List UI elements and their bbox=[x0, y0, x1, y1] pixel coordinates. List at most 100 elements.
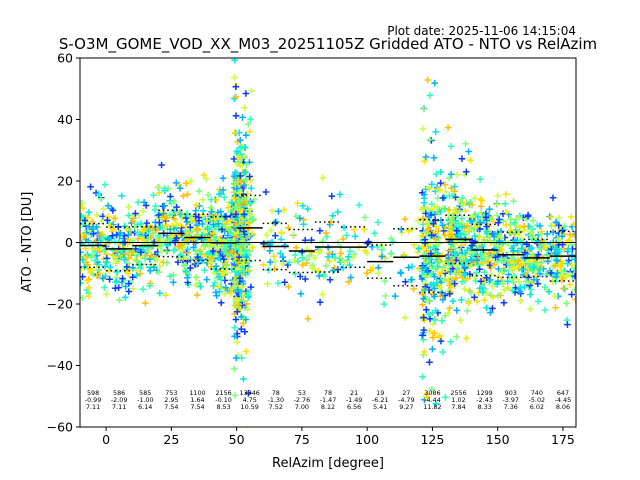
bin-count-label: 753 bbox=[165, 389, 177, 397]
scatter-point bbox=[326, 276, 334, 284]
scatter-point bbox=[553, 219, 560, 226]
scatter-point bbox=[85, 209, 93, 216]
bin-count-label: 19 bbox=[376, 389, 384, 397]
scatter-point bbox=[203, 217, 211, 225]
scatter-point bbox=[510, 197, 517, 205]
scatter-point bbox=[122, 283, 129, 290]
scatter-point bbox=[494, 273, 502, 280]
scatter-point bbox=[530, 235, 538, 242]
scatter-point bbox=[391, 292, 399, 300]
scatter-point bbox=[171, 246, 179, 253]
scatter-point bbox=[237, 178, 245, 186]
scatter-point bbox=[112, 260, 120, 267]
scatter-point bbox=[347, 274, 355, 281]
scatter-point bbox=[242, 175, 250, 183]
plot-date: Plot date: 2025-11-06 14:15:04 bbox=[387, 24, 576, 38]
y-tick-label: −40 bbox=[47, 358, 73, 373]
scatter-point bbox=[511, 219, 518, 227]
scatter-point bbox=[233, 338, 241, 346]
scatter-point bbox=[193, 250, 200, 258]
scatter-point bbox=[100, 275, 107, 283]
scatter-point bbox=[345, 278, 352, 285]
scatter-point bbox=[428, 137, 435, 144]
scatter-point bbox=[361, 247, 369, 254]
scatter-point bbox=[431, 79, 438, 87]
scatter-point bbox=[143, 219, 151, 227]
scatter-point bbox=[509, 287, 516, 294]
scatter-point bbox=[299, 261, 306, 269]
scatter-point bbox=[183, 210, 191, 217]
scatter-point bbox=[142, 299, 149, 307]
scatter-point bbox=[244, 306, 251, 313]
bin-mean-label: -1.47 bbox=[320, 396, 337, 404]
scatter-point bbox=[425, 310, 432, 318]
scatter-point bbox=[109, 221, 117, 228]
scatter-point bbox=[526, 231, 534, 239]
scatter-point bbox=[177, 211, 184, 218]
scatter-point bbox=[238, 143, 245, 151]
scatter-point bbox=[422, 273, 429, 280]
scatter-point bbox=[247, 115, 254, 123]
scatter-point bbox=[439, 264, 447, 271]
scatter-point bbox=[555, 248, 563, 255]
scatter-point bbox=[565, 237, 572, 245]
scatter-point bbox=[431, 244, 438, 251]
scatter-point bbox=[242, 168, 249, 176]
scatter-point bbox=[237, 232, 245, 239]
scatter-point bbox=[98, 233, 106, 241]
scatter-point bbox=[275, 208, 282, 215]
scatter-point bbox=[129, 273, 136, 281]
y-axis: −60 −40 −20 0 20 40 60 bbox=[47, 51, 80, 435]
scatter-point bbox=[104, 217, 111, 224]
scatter-point bbox=[231, 251, 239, 259]
scatter-point bbox=[161, 185, 168, 192]
scatter-point bbox=[156, 289, 164, 297]
scatter-point bbox=[457, 199, 465, 206]
scatter-point bbox=[516, 224, 524, 231]
scatter-point bbox=[111, 215, 119, 222]
scatter-point bbox=[437, 168, 444, 176]
scatter-point bbox=[570, 220, 576, 228]
scatter-point bbox=[181, 261, 188, 269]
scatter-point bbox=[231, 324, 238, 331]
scatter-point bbox=[300, 220, 307, 228]
scatter-point bbox=[346, 248, 354, 255]
bin-stats: 598-0.997.11586-2.097.11585-1.006.147532… bbox=[85, 389, 571, 411]
scatter-point bbox=[93, 252, 101, 260]
bin-count-label: 3086 bbox=[424, 389, 440, 397]
scatter-point bbox=[500, 299, 508, 307]
scatter-point bbox=[247, 283, 255, 291]
scatter-point bbox=[421, 157, 428, 165]
scatter-point bbox=[244, 291, 251, 299]
scatter-point bbox=[157, 243, 164, 250]
scatter-point bbox=[483, 290, 490, 297]
bin-count-label: 586 bbox=[113, 389, 125, 397]
scatter-point bbox=[239, 297, 247, 304]
scatter-point bbox=[193, 226, 201, 234]
scatter-point bbox=[426, 315, 434, 323]
scatter-point bbox=[306, 252, 313, 259]
scatter-point bbox=[95, 190, 103, 198]
scatter-point bbox=[212, 289, 220, 296]
scatter-point bbox=[231, 74, 238, 81]
scatter-point bbox=[351, 233, 359, 240]
scatter-point bbox=[461, 272, 469, 279]
scatter-point bbox=[418, 232, 426, 239]
scatter-point bbox=[489, 305, 496, 312]
scatter-point bbox=[424, 76, 431, 84]
scatter-point bbox=[200, 171, 208, 179]
scatter-point bbox=[328, 192, 336, 200]
scatter-point bbox=[266, 258, 274, 266]
scatter-point bbox=[242, 348, 250, 355]
scatter-point bbox=[208, 254, 215, 262]
scatter-point bbox=[484, 253, 492, 261]
scatter-point bbox=[423, 306, 430, 313]
scatter-point bbox=[168, 222, 176, 230]
scatter-point bbox=[250, 196, 258, 204]
scatter-point bbox=[527, 291, 534, 298]
scatter-point bbox=[125, 288, 133, 295]
scatter-point bbox=[447, 338, 454, 346]
scatter-point bbox=[344, 256, 351, 264]
scatter-point bbox=[457, 317, 464, 324]
scatter-point bbox=[132, 210, 139, 217]
